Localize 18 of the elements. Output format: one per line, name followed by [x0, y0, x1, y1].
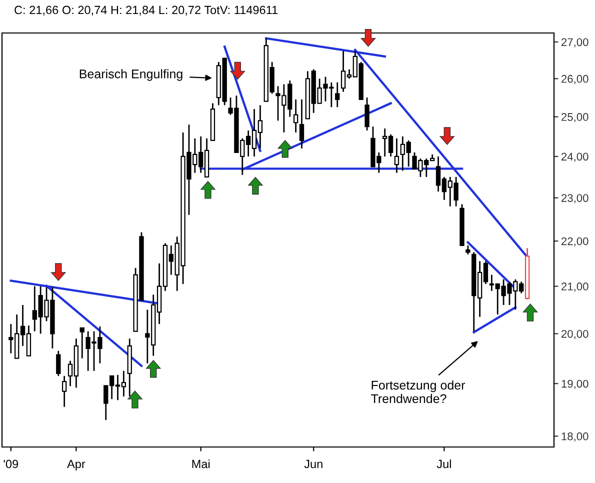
x-tick-label: '09	[4, 460, 18, 468]
x-tick-label: Jun	[304, 460, 322, 468]
y-tick-label: 20,00	[562, 330, 588, 340]
annotation: Fortsetzung oder Trendwende?	[371, 380, 466, 404]
y-tick-label: 18,00	[562, 432, 588, 442]
y-tick-label: 25,00	[562, 113, 588, 122]
annotation: Bearisch Engulfing	[80, 69, 182, 81]
y-tick-label: 27,00	[562, 38, 588, 48]
x-tick-label: Mai	[192, 460, 210, 468]
x-tick-label: Jul	[436, 460, 451, 468]
y-tick-label: 23,00	[562, 194, 588, 204]
y-tick-label: 22,00	[562, 237, 588, 246]
y-tick-label: 24,00	[562, 152, 588, 162]
y-tick-label: 21,00	[562, 282, 588, 292]
y-tick-label: 19,00	[562, 380, 588, 390]
y-tick-label: 26,00	[562, 74, 588, 84]
x-tick-label: Apr	[67, 460, 86, 471]
chart-title: C: 21,66 O: 20,74 H: 21,84 L: 20,72 TotV: 1149611	[14, 6, 278, 16]
